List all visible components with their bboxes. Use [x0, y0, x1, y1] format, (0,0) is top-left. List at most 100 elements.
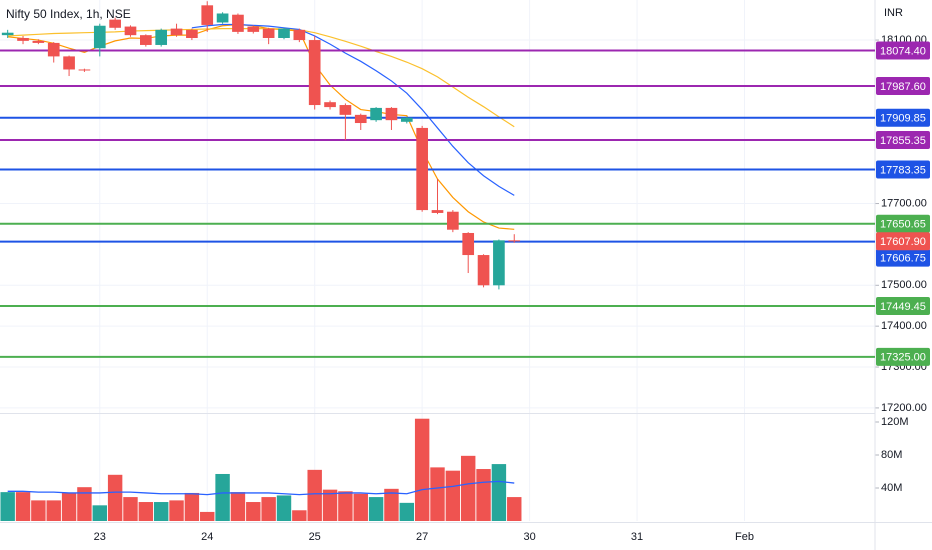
level-label: 17909.85 — [880, 113, 926, 125]
candle-body — [1, 32, 14, 36]
volume-bar — [261, 497, 276, 521]
x-tick-label: 30 — [523, 531, 535, 543]
volume-bar — [61, 492, 77, 521]
candle-body — [216, 13, 229, 23]
candle-body — [155, 29, 168, 45]
candle-body — [201, 5, 214, 25]
volume-bar — [200, 511, 215, 521]
level-label: 17325.00 — [880, 352, 926, 364]
y-tick-label: 80M — [881, 449, 902, 461]
x-tick-label: 24 — [201, 531, 213, 543]
candle-body — [109, 19, 121, 28]
candle-body — [339, 105, 352, 115]
volume-bar — [169, 500, 184, 521]
x-tick-label: 31 — [631, 531, 643, 543]
candle-body — [447, 211, 459, 230]
candle-body — [293, 29, 306, 41]
y-tick-label: 17200.00 — [881, 402, 927, 414]
candle-body — [477, 255, 490, 286]
volume-bar — [153, 502, 169, 521]
volume-bar — [276, 495, 292, 521]
candle-body — [32, 40, 45, 43]
volume-bar — [353, 493, 368, 521]
volume-bar — [15, 492, 31, 521]
chart-title: Nifty 50 Index, 1h, NSE — [6, 7, 131, 21]
volume-bar — [507, 497, 522, 521]
last-price-box — [876, 232, 930, 251]
candle-body — [63, 56, 75, 70]
level-label: 17606.75 — [880, 253, 926, 265]
candle-body — [47, 42, 60, 57]
candle-body — [262, 28, 275, 39]
candle-body — [416, 127, 428, 211]
volume-bar — [107, 474, 123, 521]
y-tick-label: 17500.00 — [881, 279, 927, 291]
volume-bar — [460, 455, 476, 521]
candle-body — [247, 26, 260, 32]
y-tick-label: 40M — [881, 482, 902, 494]
x-tick-label: 25 — [309, 531, 321, 543]
volume-bar — [476, 469, 491, 521]
x-tick-label: 27 — [416, 531, 428, 543]
level-label-box — [876, 41, 930, 60]
x-tick-label: 23 — [94, 531, 106, 543]
level-label: 17987.60 — [880, 81, 926, 93]
candle-body — [232, 14, 244, 32]
volume-ma — [7, 480, 515, 496]
volume-bar — [0, 492, 15, 521]
currency: INR — [884, 7, 903, 19]
level-label: 18074.40 — [880, 45, 926, 57]
candle-body — [140, 35, 152, 45]
volume-bar — [491, 464, 507, 521]
level-label: 17855.35 — [880, 135, 926, 147]
last-price-label: 17607.90 — [880, 236, 926, 248]
x-tick-label: Feb — [735, 531, 754, 543]
volume-bar — [215, 473, 230, 521]
volume-bar — [123, 497, 138, 521]
volume-bar — [184, 492, 200, 521]
volume-bar — [307, 469, 322, 521]
level-label-box — [876, 160, 930, 179]
level-label: 17650.65 — [880, 219, 926, 231]
level-label-box — [876, 108, 930, 127]
moving-average — [7, 23, 515, 230]
candle-body — [308, 40, 321, 106]
volume-bar — [138, 502, 154, 521]
volume-bar — [46, 500, 61, 521]
candle-body — [170, 28, 183, 36]
moving-average — [191, 23, 515, 196]
level-label-box — [876, 214, 930, 233]
candle-body — [124, 26, 137, 36]
volume-bar — [31, 500, 46, 521]
volume-bar — [445, 470, 461, 521]
level-label: 17783.35 — [880, 164, 926, 176]
moving-average — [7, 28, 515, 128]
candle-body — [493, 240, 505, 286]
volume-bar — [92, 505, 107, 521]
volume-bar — [338, 491, 353, 521]
volume-bar — [368, 497, 384, 521]
level-label: 17449.45 — [880, 301, 926, 313]
candle-body — [508, 240, 521, 242]
candle-body — [186, 29, 198, 39]
level-label-box — [876, 248, 930, 267]
volume-bar — [384, 488, 399, 521]
candle-body — [385, 107, 398, 121]
candle-body — [462, 232, 475, 256]
candle-body — [431, 210, 444, 213]
volume-bar — [77, 487, 92, 521]
volume-bar — [230, 492, 246, 521]
volume-bar — [246, 502, 261, 521]
volume-bar — [430, 467, 445, 521]
plot — [0, 0, 875, 521]
level-label-box — [876, 296, 930, 315]
candle-body — [354, 114, 367, 124]
candle-body — [17, 38, 29, 41]
volume-bar — [399, 502, 415, 521]
candle-body — [278, 28, 290, 39]
level-label-box — [876, 131, 930, 150]
y-tick-label: 17700.00 — [881, 197, 927, 209]
volume-bar — [414, 418, 430, 521]
